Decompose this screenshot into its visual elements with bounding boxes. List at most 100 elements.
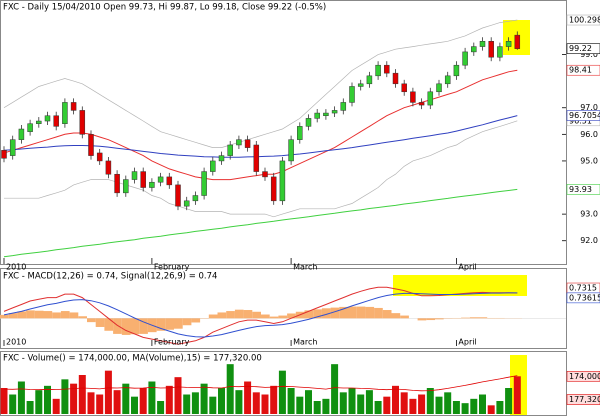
candle-body (1, 150, 7, 159)
candle-body (297, 126, 303, 140)
candle-body (44, 115, 51, 122)
histogram-bar (269, 316, 279, 319)
candle-body (236, 139, 242, 146)
candle-body (314, 112, 320, 119)
volume-bar (496, 401, 504, 414)
candle-body (192, 195, 199, 202)
candle-body (471, 46, 477, 53)
candle-body (270, 176, 277, 202)
histogram-bar (252, 311, 261, 319)
histogram-bar (95, 318, 105, 327)
candle-body (262, 171, 268, 178)
candle-body (175, 184, 181, 207)
candle-body (305, 118, 312, 127)
value-label-box (566, 370, 600, 382)
histogram-bar (435, 318, 444, 320)
candle-body (340, 102, 347, 111)
candle-body (410, 91, 416, 103)
value-label: 0.736159 (569, 293, 600, 302)
histogram-bar (356, 306, 366, 319)
volume-bar (104, 370, 112, 414)
histogram-bar (330, 307, 340, 319)
volume-bar (331, 364, 339, 414)
histogram-bar (391, 313, 401, 319)
highlight (393, 275, 527, 296)
volume-bar (383, 396, 391, 414)
volume-bar (418, 394, 426, 414)
volume-bar (9, 394, 17, 414)
volume-bar (444, 392, 452, 414)
histogram-bar (69, 312, 79, 319)
volume-bar (461, 403, 469, 414)
volume-bar (339, 392, 347, 414)
candle-body (88, 134, 94, 156)
value-label-box (566, 110, 600, 121)
volume-bar (183, 394, 191, 414)
x-tick-label: April (458, 338, 476, 347)
candle-body (366, 75, 373, 85)
candle-body (392, 72, 399, 85)
volume-bar (44, 385, 51, 414)
volume-bar (365, 390, 373, 414)
volume-bar (374, 401, 382, 414)
candle-body (157, 176, 164, 183)
histogram-bar (400, 315, 409, 319)
volume-bar (209, 396, 217, 414)
histogram-bar (60, 311, 70, 319)
volume-bar (400, 392, 408, 414)
candle-body (288, 139, 294, 162)
volume-bar (200, 383, 208, 414)
price-title: FXC - Daily 15/04/2010 Open 99.73, Hi 99… (3, 3, 326, 13)
volume-bar (452, 401, 460, 414)
volume-bar (479, 394, 486, 414)
line (3, 375, 518, 392)
histogram-bar (339, 306, 348, 319)
volume-bar (235, 390, 243, 414)
volume-bar (174, 377, 182, 414)
volume-bar (270, 385, 278, 414)
candle-body (53, 115, 59, 127)
histogram-bar (0, 314, 9, 319)
volume-bar (357, 394, 365, 414)
y-tick-label: 92.0 (580, 236, 598, 245)
histogram-bar (478, 317, 488, 319)
candle-body (27, 123, 33, 132)
macd-title: FXC - MACD(12,26) = 0.74, Signal(12,26,9… (3, 272, 217, 282)
histogram-bar (104, 318, 114, 331)
histogram-bar (348, 306, 357, 319)
volume-bar (61, 379, 69, 414)
value-label: 174,000 (569, 372, 600, 381)
histogram-bar (87, 318, 96, 323)
value-label-box (566, 394, 600, 405)
histogram-bar (78, 316, 87, 319)
histogram-bar (226, 311, 235, 319)
histogram-bar (208, 314, 218, 319)
candle-body (62, 102, 68, 124)
candle-body (418, 102, 425, 106)
candle-body (323, 112, 329, 116)
histogram-bar (34, 310, 44, 319)
volume-bar (426, 388, 434, 414)
histogram-bar (234, 309, 244, 319)
x-tick-label: April (458, 263, 476, 272)
histogram-bar (52, 312, 61, 319)
candle-body (436, 83, 442, 93)
price-panel (0, 0, 567, 265)
histogram-bar (261, 314, 270, 319)
histogram-bar (469, 317, 479, 319)
histogram-bar (26, 310, 35, 319)
volume-bar (113, 390, 121, 414)
volume-bar (78, 375, 86, 414)
volume-bar (218, 388, 225, 414)
value-label: 0.7315 (569, 284, 597, 293)
candle-body (514, 34, 521, 49)
candle-body (96, 152, 103, 162)
histogram-bar (304, 310, 314, 319)
x-tick-label: March (293, 263, 317, 272)
volume-bar (70, 383, 78, 414)
histogram-bar (313, 309, 322, 319)
candle-body (384, 64, 390, 74)
value-label-box (566, 43, 600, 55)
value-label-box (566, 14, 600, 26)
